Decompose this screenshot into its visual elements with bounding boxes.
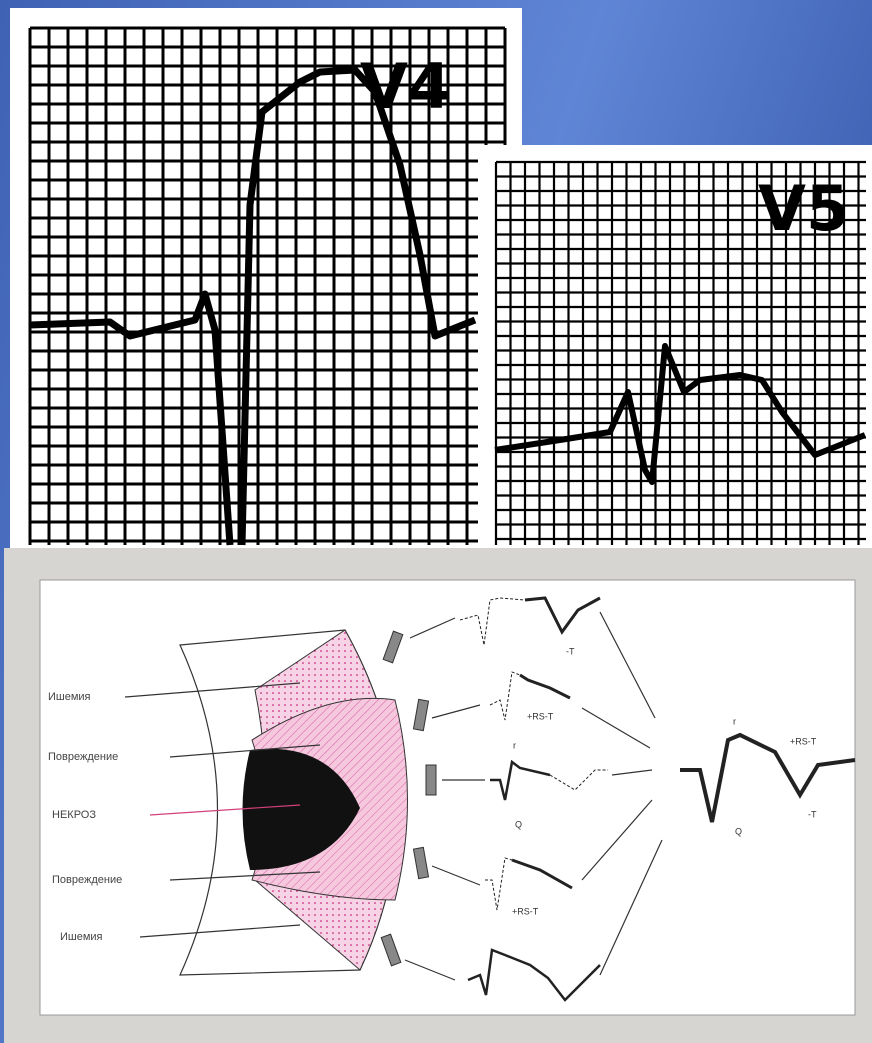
- result-label: +RS-T: [790, 736, 817, 746]
- zone-label: Повреждение: [48, 751, 118, 763]
- result-label: -T: [808, 809, 817, 819]
- electrodes: [380, 630, 437, 967]
- v5-grid: [494, 160, 866, 545]
- zone-arrows: [124, 682, 321, 938]
- v5-trace: [494, 343, 867, 485]
- zone-label: Ишемия: [60, 931, 103, 943]
- wave-label: -T: [566, 646, 575, 656]
- diagram-panel: [39, 579, 856, 1016]
- result-label: r: [733, 716, 736, 726]
- v4-panel: [10, 8, 522, 548]
- zone-label: Повреждение: [52, 874, 122, 886]
- v5-label: V5: [758, 172, 849, 245]
- wave-label: Q: [515, 819, 522, 829]
- zone-label: НЕКРОЗ: [52, 809, 96, 821]
- wave-arrows: [404, 611, 663, 981]
- waveforms: [459, 596, 856, 1002]
- wave-label: +RS-T: [512, 906, 539, 916]
- necrosis-zone: [242, 748, 360, 870]
- wave-label: +RS-T: [527, 711, 554, 721]
- wave-label: r: [513, 740, 516, 750]
- zone-label: Ишемия: [48, 691, 91, 703]
- result-label: Q: [735, 826, 742, 836]
- v4-trace: [29, 66, 477, 546]
- v4-label: V4: [360, 50, 451, 123]
